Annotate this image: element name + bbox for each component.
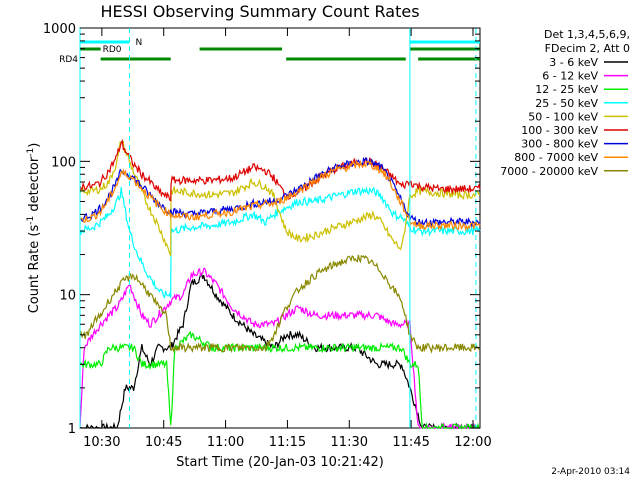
y-axis-ticks: 1 10 100 1000 xyxy=(43,22,480,437)
legend: Det 1,3,4,5,6,9, FDecim 2, Att 0 3 - 6 k… xyxy=(500,28,630,178)
x-tick-label: 10:30 xyxy=(83,435,120,450)
legend-header-line: FDecim 2, Att 0 xyxy=(545,42,630,55)
flag-bar-label: RD4 xyxy=(59,55,78,65)
series-line xyxy=(79,140,481,257)
y-axis-label-superscript: -1 xyxy=(26,148,36,157)
series-line xyxy=(79,254,481,354)
footer-date: 2-Apr-2010 03:14 xyxy=(551,467,630,477)
legend-entry-label: 100 - 300 keV xyxy=(521,124,598,137)
series-line xyxy=(79,272,480,430)
legend-entry-label: 50 - 100 keV xyxy=(528,110,598,123)
y-tick-label: 1000 xyxy=(43,22,76,37)
chart-title: HESSI Observing Summary Count Rates xyxy=(100,2,419,21)
y-axis-label-superscript: -1 xyxy=(26,216,36,225)
x-tick-label: 11:30 xyxy=(331,435,368,450)
x-tick-label: 11:15 xyxy=(269,435,306,450)
flag-bar-label: N xyxy=(135,38,142,48)
legend-entry-label: 12 - 25 keV xyxy=(535,83,598,96)
flag-bar-label: RD0 xyxy=(103,45,122,55)
y-axis-label-part: detector xyxy=(27,156,42,216)
legend-entry-label: 3 - 6 keV xyxy=(549,56,598,69)
legend-entry-label: 7000 - 20000 keV xyxy=(500,165,598,178)
series-line xyxy=(79,159,481,232)
vline-layer xyxy=(79,28,477,428)
legend-entry-label: 6 - 12 keV xyxy=(542,70,598,83)
legend-entry-label: 300 - 800 keV xyxy=(521,138,598,151)
y-tick-label: 100 xyxy=(51,155,76,170)
legend-entry-label: 800 - 7000 keV xyxy=(514,151,598,164)
x-axis-ticks: 10:30 10:45 11:00 11:15 11:30 11:45 12:00 xyxy=(83,28,492,450)
legend-header-line: Det 1,3,4,5,6,9, xyxy=(544,28,630,41)
x-axis-label: Start Time (20-Jan-03 10:21:42) xyxy=(176,455,384,470)
plot-area: N RD0 RD4 10:30 10:45 11:00 11:15 11:30 11:45 12… xyxy=(43,22,492,450)
flag-layer: N RD0 RD4 xyxy=(59,38,480,65)
y-tick-label: 10 xyxy=(59,289,76,304)
y-tick-label: 1 xyxy=(68,422,76,437)
x-tick-label: 11:45 xyxy=(392,435,429,450)
y-axis-label: Count Rate (s-1 detector-1) xyxy=(26,143,42,314)
series-line xyxy=(79,330,480,430)
x-tick-label: 12:00 xyxy=(454,435,491,450)
y-axis-label-part: Count Rate (s xyxy=(27,225,42,314)
series-line xyxy=(79,139,481,202)
legend-entry-label: 25 - 50 keV xyxy=(535,97,598,110)
series-layer xyxy=(79,139,481,431)
x-tick-label: 11:00 xyxy=(207,435,244,450)
y-axis-label-part: ) xyxy=(27,143,42,148)
x-tick-label: 10:45 xyxy=(145,435,182,450)
